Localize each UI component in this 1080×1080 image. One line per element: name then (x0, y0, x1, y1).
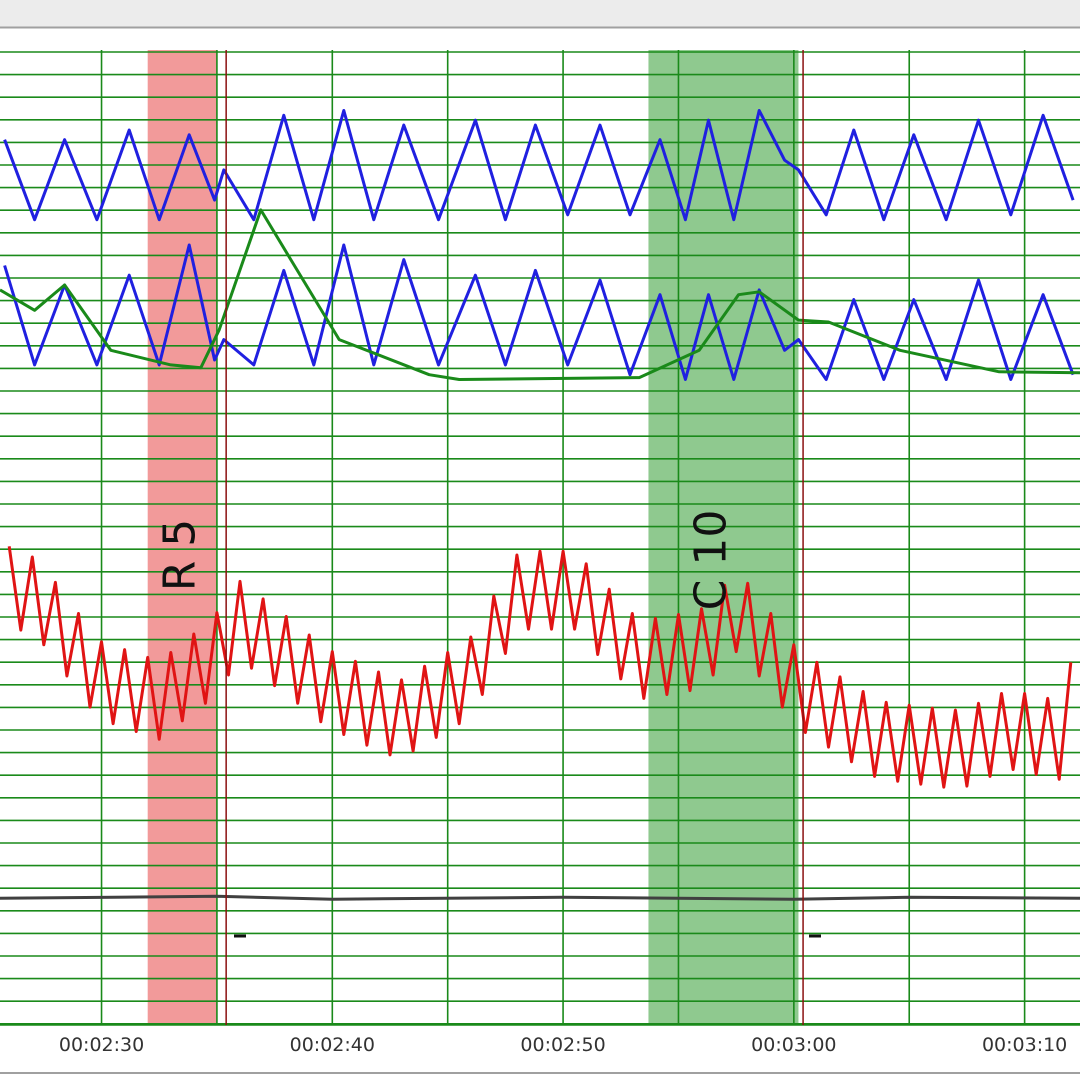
regions (147, 50, 799, 1025)
trace (7, 546, 1073, 789)
x-tick-label: 00:02:30 (59, 1034, 144, 1056)
window-top (0, 0, 1080, 27)
trace (0, 208, 1080, 381)
x-tick-label: 00:03:10 (982, 1034, 1067, 1056)
trace (0, 894, 1080, 901)
grid (0, 50, 1080, 1026)
x-tick-label: 00:02:40 (290, 1034, 375, 1056)
trace (3, 109, 1075, 222)
region-band (648, 50, 799, 1025)
region-label: C 10 (685, 510, 736, 611)
x-tick-label: 00:03:00 (751, 1034, 836, 1056)
region-band (147, 50, 217, 1025)
x-tick-label: 00:02:50 (520, 1034, 605, 1056)
trace (3, 243, 1075, 381)
labels: R 5 C 10 00:02:30 00:02:40 00:02:50 00:03:00 0… (59, 510, 1067, 1056)
region-label: R 5 (154, 519, 205, 592)
traces (0, 109, 1080, 938)
